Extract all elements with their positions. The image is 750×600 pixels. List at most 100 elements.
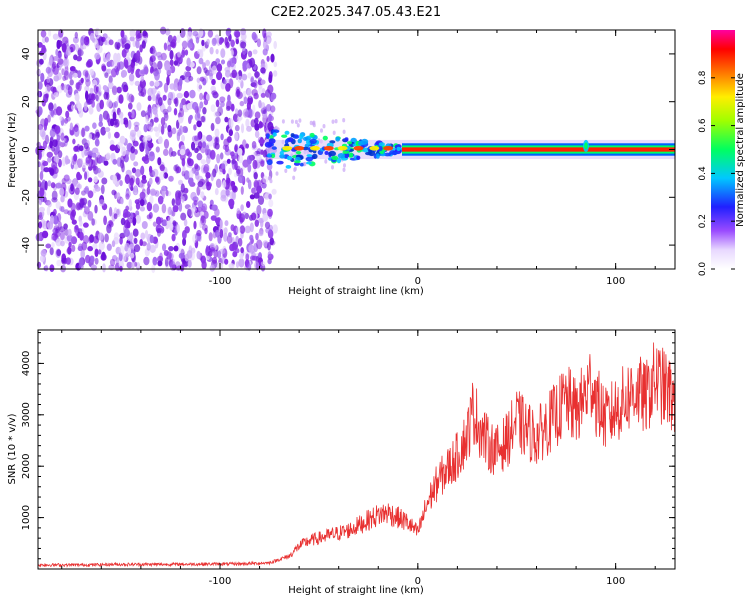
noise-blob bbox=[84, 171, 88, 181]
noise-blob bbox=[76, 56, 82, 62]
noise-blob bbox=[171, 127, 177, 135]
noise-blob bbox=[215, 116, 221, 125]
noise-blob bbox=[246, 201, 251, 208]
noise-blob bbox=[273, 61, 278, 68]
noise-blob bbox=[96, 151, 101, 158]
noise-blob bbox=[223, 138, 230, 147]
transition-blob bbox=[270, 153, 276, 159]
noise-blob bbox=[267, 208, 273, 217]
noise-blob bbox=[168, 175, 174, 182]
y-tick-label: 40 bbox=[21, 48, 32, 61]
noise-blob bbox=[176, 92, 183, 99]
noise-blob bbox=[135, 39, 140, 49]
noise-blob bbox=[264, 122, 269, 128]
noise-blob bbox=[205, 59, 211, 66]
transition-blob bbox=[362, 147, 369, 153]
noise-blob bbox=[200, 159, 206, 165]
noise-blob bbox=[139, 79, 146, 89]
noise-blob bbox=[193, 220, 197, 230]
noise-blob bbox=[262, 28, 267, 39]
noise-blob bbox=[215, 99, 220, 108]
noise-blob bbox=[93, 84, 98, 94]
noise-blob bbox=[108, 75, 113, 84]
transition-blob bbox=[309, 132, 315, 138]
noise-blob bbox=[219, 219, 223, 229]
noise-blob bbox=[79, 231, 84, 241]
noise-blob bbox=[63, 70, 69, 81]
noise-blob bbox=[113, 101, 118, 108]
noise-blob bbox=[322, 124, 326, 129]
transition-blob bbox=[396, 146, 401, 151]
noise-blob bbox=[342, 118, 346, 123]
noise-blob bbox=[103, 215, 107, 226]
noise-blob bbox=[211, 204, 218, 211]
noise-blob bbox=[173, 108, 178, 116]
noise-blob bbox=[201, 62, 206, 68]
noise-blob bbox=[89, 255, 95, 263]
noise-blob bbox=[158, 123, 162, 133]
noise-blob bbox=[87, 199, 92, 208]
noise-blob bbox=[88, 105, 94, 115]
noise-blob bbox=[230, 49, 234, 57]
noise-blob bbox=[184, 253, 189, 262]
noise-blob bbox=[47, 201, 52, 208]
noise-blob bbox=[195, 36, 200, 44]
noise-blob bbox=[249, 57, 256, 68]
noise-blob bbox=[49, 140, 53, 149]
noise-blob bbox=[260, 149, 264, 155]
noise-blob bbox=[84, 125, 90, 132]
noise-blob bbox=[76, 174, 83, 180]
noise-blob bbox=[267, 241, 271, 251]
noise-blob bbox=[89, 32, 95, 41]
noise-blob bbox=[152, 221, 157, 227]
noise-blob bbox=[39, 171, 44, 181]
noise-blob bbox=[84, 70, 89, 78]
noise-blob bbox=[233, 172, 238, 178]
noise-blob bbox=[40, 30, 47, 38]
noise-blob bbox=[219, 228, 224, 239]
noise-blob bbox=[194, 112, 201, 122]
noise-blob bbox=[213, 142, 217, 149]
noise-blob bbox=[163, 82, 169, 93]
noise-blob bbox=[179, 108, 184, 118]
noise-blob bbox=[94, 204, 98, 214]
noise-blob bbox=[97, 45, 103, 54]
noise-blob bbox=[176, 224, 180, 233]
noise-blob bbox=[254, 261, 260, 270]
noise-blob bbox=[56, 259, 62, 267]
noise-blob bbox=[144, 229, 149, 239]
noise-blob bbox=[65, 110, 70, 119]
noise-blob bbox=[168, 246, 174, 252]
noise-blob bbox=[140, 110, 146, 118]
noise-blob bbox=[271, 188, 277, 195]
noise-blob bbox=[92, 122, 97, 129]
noise-blob bbox=[134, 261, 138, 267]
noise-blob bbox=[95, 94, 99, 102]
noise-blob bbox=[267, 251, 272, 258]
noise-blob bbox=[292, 175, 296, 180]
noise-blob bbox=[152, 256, 158, 266]
noise-blob bbox=[207, 29, 214, 38]
noise-blob bbox=[246, 100, 251, 111]
noise-blob bbox=[248, 155, 253, 162]
noise-blob bbox=[87, 211, 94, 221]
noise-blob bbox=[211, 78, 216, 86]
noise-blob bbox=[45, 93, 49, 99]
noise-blob bbox=[39, 58, 44, 65]
noise-blob bbox=[164, 257, 169, 267]
noise-blob bbox=[134, 168, 142, 178]
noise-blob bbox=[224, 258, 229, 265]
noise-blob bbox=[74, 31, 79, 39]
noise-blob bbox=[85, 98, 92, 105]
transition-blob bbox=[375, 153, 380, 159]
noise-blob bbox=[225, 105, 231, 111]
noise-blob bbox=[214, 188, 219, 196]
noise-blob bbox=[49, 109, 55, 116]
noise-blob bbox=[45, 84, 51, 94]
noise-blob bbox=[234, 131, 238, 142]
noise-blob bbox=[200, 115, 206, 123]
noise-blob bbox=[294, 119, 298, 125]
noise-blob bbox=[206, 154, 211, 165]
noise-blob bbox=[241, 73, 248, 81]
noise-blob bbox=[60, 195, 65, 203]
